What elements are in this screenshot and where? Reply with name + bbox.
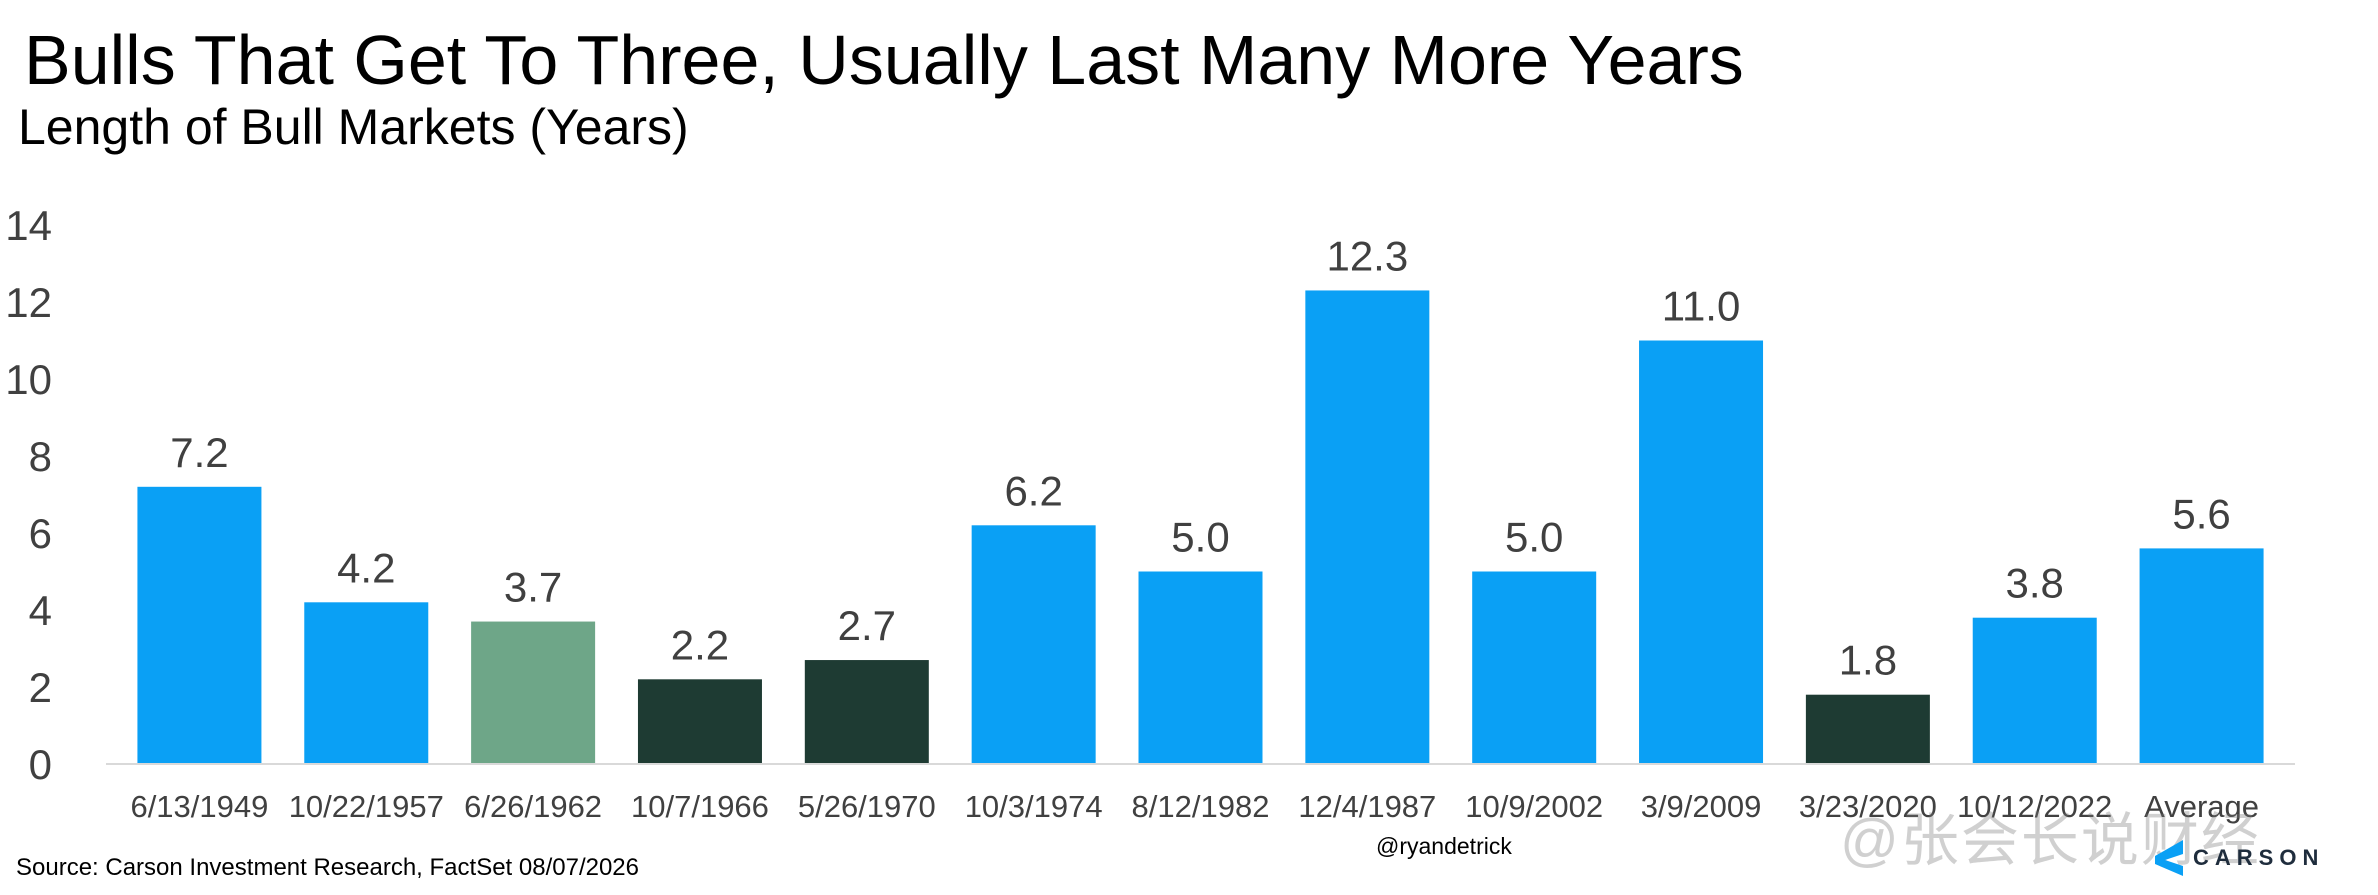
source-note: Source: Carson Investment Research, Fact… <box>16 854 640 881</box>
y-tick-label: 12 <box>5 279 52 326</box>
bar <box>1972 617 2097 764</box>
x-tick-label: 8/12/1982 <box>1132 789 1270 824</box>
y-axis: 0 2 4 6 8 10 12 14 <box>5 202 52 788</box>
y-tick-label: 10 <box>5 356 52 403</box>
y-tick-label: 8 <box>29 433 52 480</box>
x-tick-label: 10/9/2002 <box>1465 789 1603 824</box>
bar <box>1805 694 1930 764</box>
data-label: 11.0 <box>1662 283 1741 330</box>
bar <box>471 621 596 764</box>
x-tick-label: 12/4/1987 <box>1298 789 1436 824</box>
y-tick-label: 14 <box>5 202 52 249</box>
x-tick-label: 3/9/2009 <box>1641 789 1762 824</box>
value-labels: 7.2 4.2 3.7 2.2 2.7 6.2 5.0 12.3 5.0 11.0 1.8 3.8 5.… <box>170 232 2231 683</box>
x-tick-label: 6/13/1949 <box>130 789 268 824</box>
bar <box>1639 340 1764 764</box>
chart-subtitle: Length of Bull Markets (Years) <box>18 99 689 155</box>
data-label: 7.2 <box>170 429 228 476</box>
x-tick-label: 3/23/2020 <box>1799 789 1937 824</box>
data-label: 3.7 <box>504 564 562 611</box>
chart-title: Bulls That Get To Three, Usually Last Ma… <box>24 21 1744 99</box>
x-tick-label: Average <box>2144 789 2259 824</box>
bar <box>2139 548 2264 764</box>
bar <box>804 660 929 764</box>
y-tick-label: 0 <box>29 741 52 788</box>
data-label: 2.7 <box>838 602 896 649</box>
x-tick-label: 10/12/2022 <box>1957 789 2112 824</box>
x-tick-label: 10/7/1966 <box>631 789 769 824</box>
y-tick-label: 2 <box>29 664 52 711</box>
watermark: @张会长说财经 <box>1840 808 2261 873</box>
data-label: 1.8 <box>1839 637 1897 684</box>
author-handle: @ryandetrick <box>1376 833 1512 859</box>
data-label: 3.8 <box>2006 560 2064 607</box>
x-tick-label: 10/3/1974 <box>965 789 1103 824</box>
bar <box>1305 290 1430 764</box>
bar <box>1472 571 1597 764</box>
data-label: 5.0 <box>1171 514 1229 561</box>
data-label: 2.2 <box>671 621 729 668</box>
y-tick-label: 4 <box>29 587 52 634</box>
bar <box>304 602 429 764</box>
carson-logo-icon <box>2155 840 2183 876</box>
data-label: 12.3 <box>1326 232 1408 279</box>
carson-logo: CARSON <box>2155 838 2324 878</box>
bars <box>137 290 2264 764</box>
data-label: 4.2 <box>337 544 395 591</box>
bar <box>971 525 1096 764</box>
x-tick-label: 6/26/1962 <box>464 789 602 824</box>
data-label: 6.2 <box>1004 467 1062 514</box>
bar <box>1138 571 1263 764</box>
carson-logo-text: CARSON <box>2193 845 2325 870</box>
bar <box>637 679 762 764</box>
bar <box>137 486 262 764</box>
x-tick-label: 5/26/1970 <box>798 789 936 824</box>
data-label: 5.0 <box>1505 514 1563 561</box>
y-tick-label: 6 <box>29 510 52 557</box>
data-label: 5.6 <box>2172 490 2230 537</box>
x-axis-labels: 6/13/1949 10/22/1957 6/26/1962 10/7/1966 5/2… <box>130 789 2259 824</box>
x-tick-label: 10/22/1957 <box>289 789 444 824</box>
